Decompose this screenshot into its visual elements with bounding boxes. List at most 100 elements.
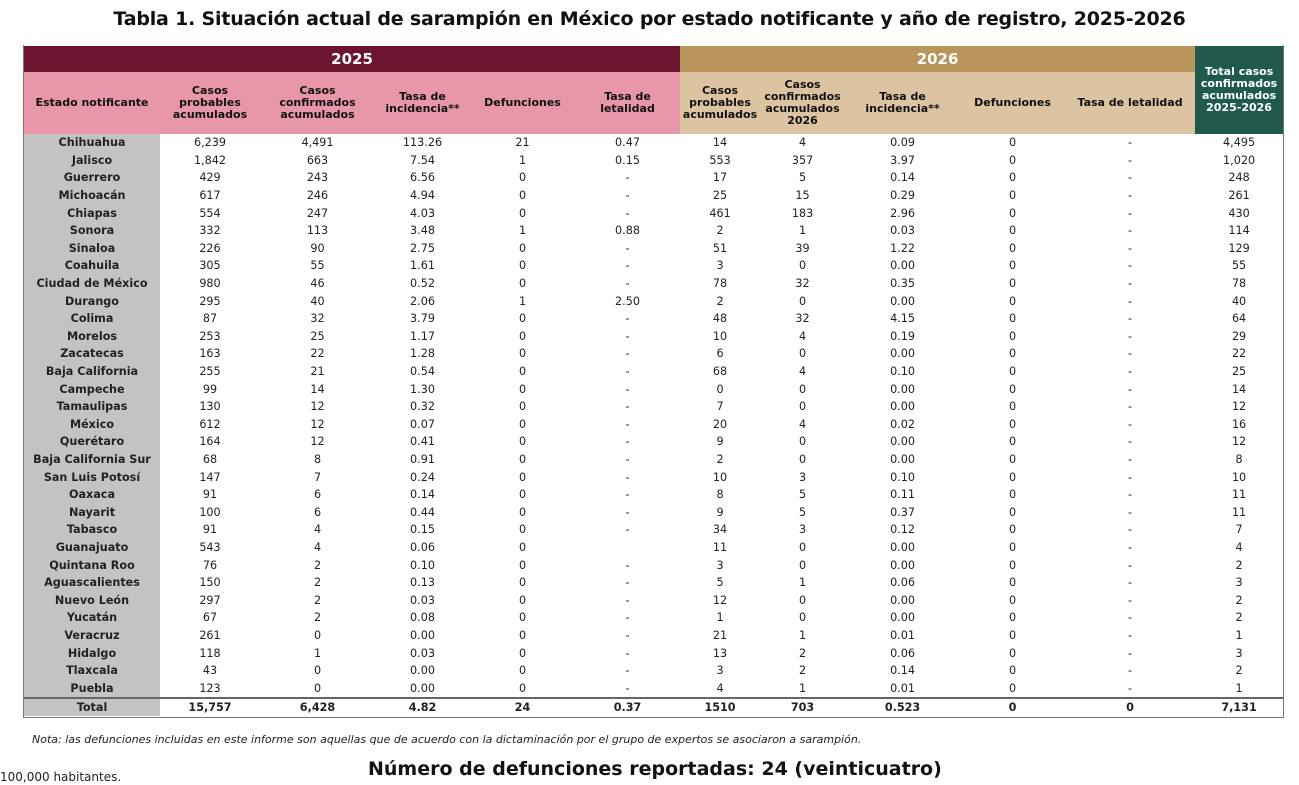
table-cell: 0.08 [410, 611, 435, 625]
table-cell: - [1128, 347, 1133, 361]
table-cell: 0 [1008, 365, 1017, 379]
table-cell: 0 [518, 382, 527, 396]
table-cell: 3 [798, 523, 807, 537]
table-cell: 0.37 [575, 697, 681, 716]
table-cell: 0 [518, 628, 527, 642]
table-cell: 0 [798, 382, 807, 396]
table-cell: 0 [798, 435, 807, 449]
table-cell: 9 [716, 505, 724, 519]
table-cell: 0 [1008, 329, 1017, 343]
table-cell: - [625, 681, 630, 695]
table-cell: 8 [716, 488, 724, 502]
table-cell: 0 [1008, 488, 1017, 502]
table-cell: 0.14 [890, 664, 915, 678]
table-cell: 2.50 [615, 294, 640, 308]
table-cell: 2 [1235, 664, 1243, 678]
table-cell: - [1128, 382, 1133, 396]
table-cell: - [1128, 611, 1133, 625]
table-cell: 0 [1008, 241, 1017, 255]
table-cell: 0 [518, 400, 527, 414]
table-cell: 0.00 [890, 400, 915, 414]
state-name: Querétaro [24, 433, 160, 451]
table-cell: 429 [199, 171, 221, 185]
table-cell: 0 [518, 505, 527, 519]
table-cell: 253 [199, 329, 221, 343]
table-cell: 13 [712, 646, 728, 660]
column-header-2026-3: Defunciones [960, 72, 1066, 134]
table-cell: 0.00 [410, 664, 435, 678]
state-name: Jalisco [24, 151, 160, 170]
table-cell: 0 [1008, 646, 1017, 660]
table-cell: - [1128, 452, 1133, 466]
table-cell: - [1128, 576, 1133, 590]
table-cell: 113 [306, 224, 329, 238]
table-cell: 48 [712, 312, 728, 326]
table-cell: 4 [798, 136, 807, 150]
table-row: México 612 12 0.07 0 - 20 4 0.02 0 - 16 [24, 415, 1283, 434]
table-cell: 0.14 [890, 171, 915, 185]
table-cell: 0 [518, 365, 527, 379]
table-cell: 0.91 [410, 452, 435, 466]
table-cell: 0 [518, 435, 527, 449]
table-cell: 0.00 [890, 558, 915, 572]
table-cell: 17 [712, 171, 728, 185]
table-cell: - [1128, 294, 1133, 308]
table-row: Campeche 99 14 1.30 0 - 0 0 0.00 0 - 14 [24, 380, 1283, 398]
table-cell: 87 [202, 312, 218, 326]
note: Nota: las defunciones incluidas en este … [32, 733, 862, 746]
table-cell: 0 [518, 329, 527, 343]
table-cell: - [625, 189, 630, 203]
state-name: Oaxaca [24, 485, 160, 504]
table-cell: 68 [202, 452, 218, 466]
state-name: Ciudad de México [24, 274, 160, 293]
table-row: Morelos 253 25 1.17 0 - 10 4 0.19 0 - 29 [24, 327, 1283, 346]
table-cell: 1 [518, 224, 527, 238]
state-name: Puebla [24, 679, 160, 698]
table-cell: 6.56 [410, 171, 435, 185]
table-cell: 0 [518, 277, 527, 291]
table-row: Tlaxcala 43 0 0.00 0 - 3 2 0.14 0 - 2 [24, 661, 1283, 680]
table-cell: 183 [791, 206, 814, 220]
table-cell: 8 [1235, 452, 1243, 466]
table-cell: 3.79 [410, 312, 435, 326]
table-cell: - [1128, 329, 1133, 343]
table-cell: 113.26 [402, 136, 443, 150]
table-cell: 11 [1231, 488, 1247, 502]
table-cell: 0.00 [890, 540, 915, 554]
table-cell: 164 [199, 435, 221, 449]
table-cell: 255 [199, 365, 221, 379]
total-column-header: Total casos confirmados acumulados 2025-… [1195, 46, 1284, 134]
table-cell: 0 [518, 576, 527, 590]
table-cell: 0 [716, 382, 724, 396]
year-2026-header: 2026 [680, 46, 1196, 72]
table-cell: 1 [798, 681, 807, 695]
table-cell: 0 [1008, 593, 1017, 607]
table-cell: 39 [795, 241, 810, 255]
table-cell: 0 [1008, 153, 1017, 167]
table-cell: 11 [712, 540, 728, 554]
table-row: Quintana Roo 76 2 0.10 0 - 3 0 0.00 0 - 2 [24, 556, 1283, 574]
table-cell: 0.00 [890, 382, 915, 396]
table-cell: 0.01 [890, 681, 915, 695]
table-cell: 0 [1008, 171, 1017, 185]
table-cell: 10 [712, 470, 728, 484]
table-cell: - [625, 277, 630, 291]
table-cell: 4,491 [301, 136, 334, 150]
table-cell: - [625, 505, 630, 519]
table-cell: 0 [798, 452, 807, 466]
table-cell: - [1128, 277, 1133, 291]
table-cell: 0 [313, 628, 322, 642]
table-cell: 0.01 [890, 628, 915, 642]
table-row: Chiapas 554 247 4.03 0 - 461 183 2.96 0 - 430 [24, 204, 1283, 222]
state-name: Colima [24, 309, 160, 328]
state-name: Morelos [24, 327, 160, 346]
column-header-2025-4: Tasa de letalidad [575, 72, 681, 134]
state-name: México [24, 415, 160, 434]
table-cell: 0.37 [890, 505, 915, 519]
table-cell: 226 [199, 241, 221, 255]
table-cell: 2 [313, 611, 322, 625]
column-header-2025-1: Casos confirmados acumulados [260, 72, 375, 134]
table-cell: 0.03 [890, 224, 915, 238]
state-name: Guanajuato [24, 538, 160, 557]
table-cell: 3 [1235, 576, 1243, 590]
